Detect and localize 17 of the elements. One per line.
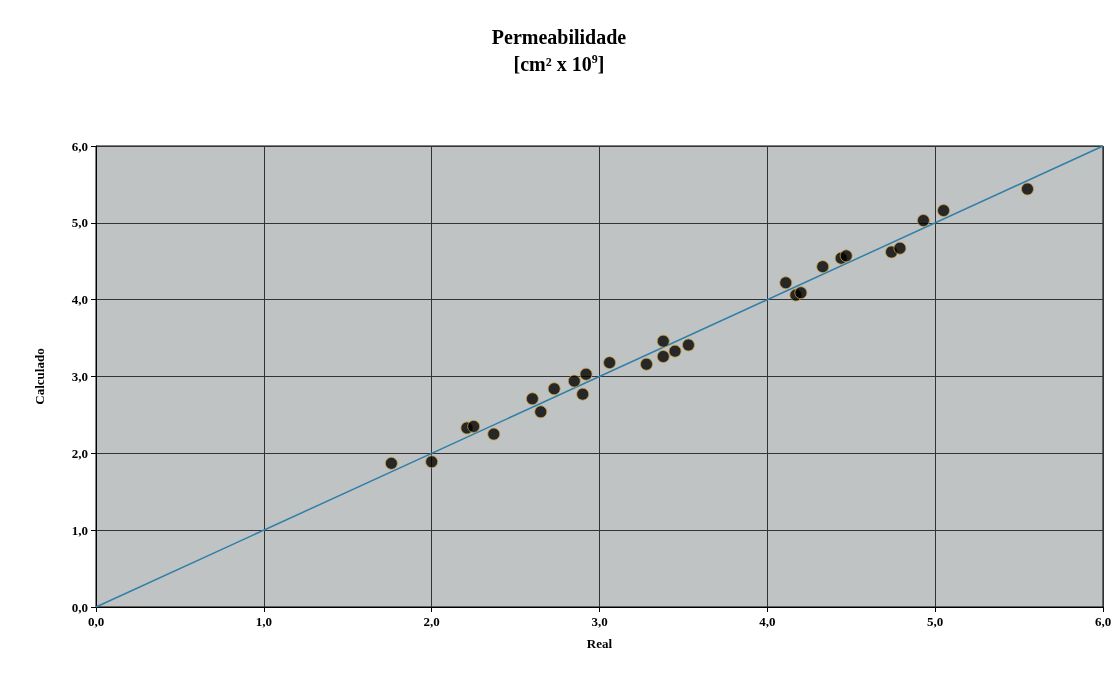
- chart-title: Permeabilidade: [491, 26, 627, 48]
- y-tick-label: 2,0: [71, 445, 88, 461]
- y-tick-label: 4,0: [71, 292, 88, 308]
- x-tick-label: 4,0: [759, 614, 776, 629]
- x-tick-label: 3,0: [591, 614, 608, 629]
- y-axis-title: Calculado: [32, 348, 47, 405]
- y-tick-label: 1,0: [71, 522, 88, 538]
- x-tick-label: 2,0: [423, 614, 440, 629]
- x-tick-label: 0,0: [87, 614, 105, 629]
- y-tick-label: 0,0: [71, 599, 88, 615]
- y-tick-label: 3,0: [71, 369, 88, 384]
- y-tick-label: 6,0: [71, 138, 88, 154]
- x-tick-label: 5,0: [927, 614, 944, 629]
- x-tick-label: 1,0: [255, 614, 272, 629]
- y-tick-label: 5,0: [71, 215, 88, 231]
- x-axis-title: Real: [586, 636, 613, 651]
- x-tick-label: 6,0: [1094, 614, 1112, 629]
